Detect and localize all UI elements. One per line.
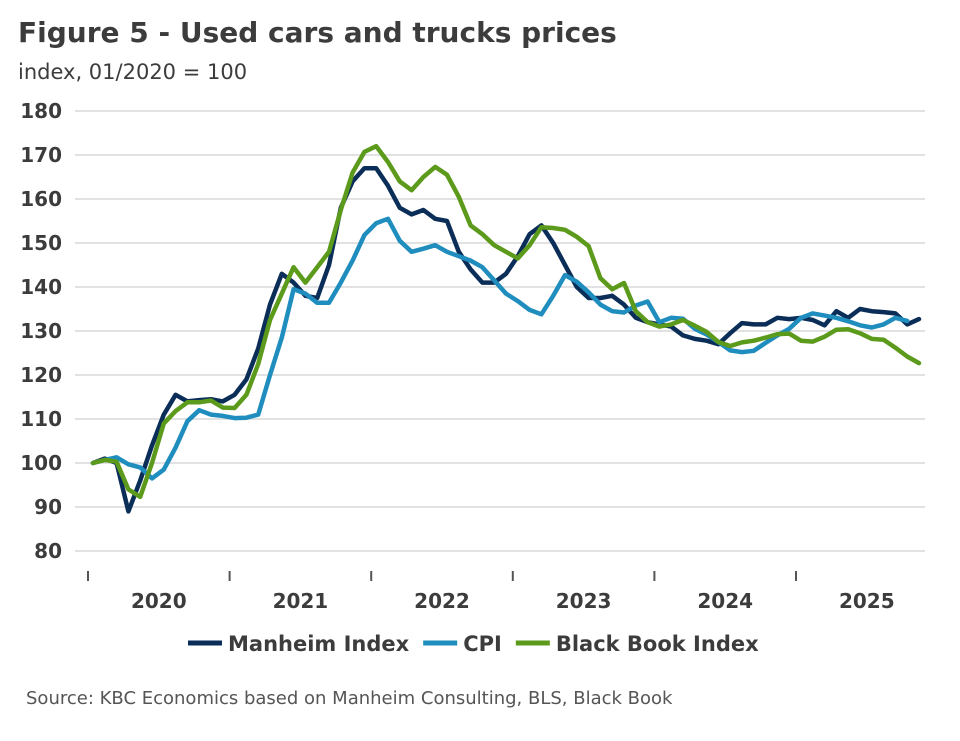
y-tick-label: 80 [34, 539, 62, 563]
legend-label: CPI [463, 632, 502, 656]
y-tick-label: 110 [20, 407, 62, 431]
y-tick-label: 100 [20, 451, 62, 475]
y-tick-label: 170 [20, 143, 62, 167]
y-tick-label: 90 [34, 495, 62, 519]
x-tick-label: 2020 [131, 589, 187, 613]
legend-label: Black Book Index [556, 632, 759, 656]
series-line-manheim-index [90, 165, 922, 514]
chart-subtitle: index, 01/2020 = 100 [18, 60, 248, 84]
y-tick-label: 140 [20, 275, 62, 299]
legend-label: Manheim Index [228, 632, 410, 656]
y-tick-label: 160 [20, 187, 62, 211]
series-line-cpi [90, 216, 910, 481]
chart-title: Figure 5 - Used cars and trucks prices [18, 16, 617, 49]
x-tick-label: 2023 [556, 589, 612, 613]
source-note: Source: KBC Economics based on Manheim C… [26, 688, 673, 709]
x-tick-label: 2022 [414, 589, 470, 613]
x-tick-label: 2021 [273, 589, 329, 613]
x-tick-label: 2025 [839, 589, 895, 613]
y-tick-label: 130 [20, 319, 62, 343]
series-line-black-book-index [90, 143, 922, 500]
y-tick-label: 180 [20, 99, 62, 123]
y-tick-label: 120 [20, 363, 62, 387]
x-tick-label: 2024 [697, 589, 753, 613]
y-tick-label: 150 [20, 231, 62, 255]
